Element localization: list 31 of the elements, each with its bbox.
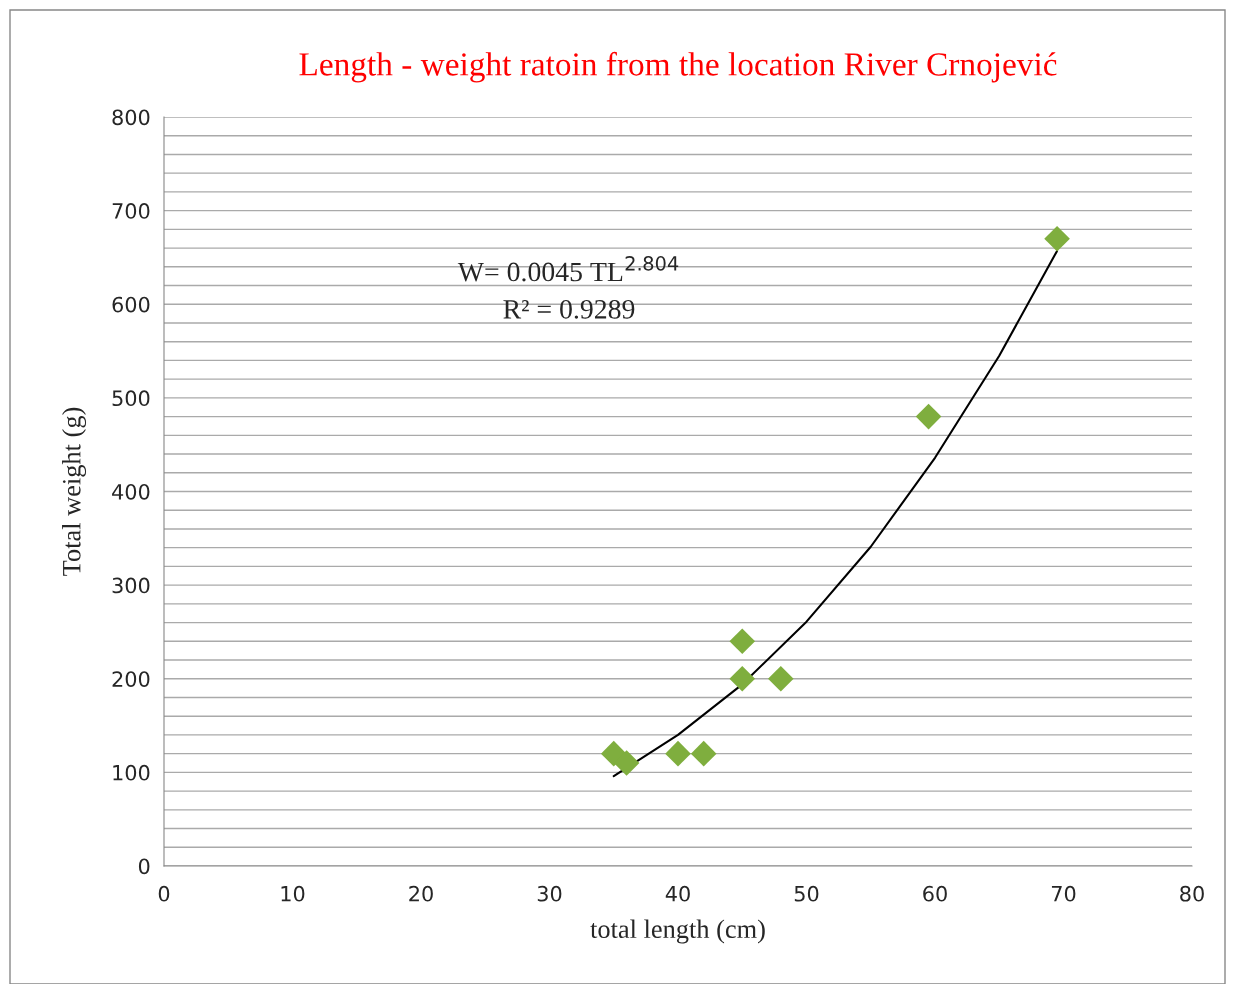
x-tick-label: 10 xyxy=(281,885,305,902)
y-tick-label: 400 xyxy=(112,483,150,500)
y-axis-title: Total weight (g) xyxy=(62,407,87,576)
point xyxy=(1044,225,1070,252)
point xyxy=(665,740,691,767)
chart-title: Length - weight ratoin from the location River Crnojević xyxy=(299,51,1057,83)
point xyxy=(613,750,640,776)
y-tick-label: 500 xyxy=(112,390,150,407)
x-tick-label: 70 xyxy=(1051,885,1076,902)
y-tick-label: 0 xyxy=(138,858,150,875)
y-tick-label: 700 xyxy=(112,203,150,219)
point xyxy=(729,665,756,692)
annotation: W= 0.0045 TL$^{2.804}$ xyxy=(457,256,679,282)
x-tick-label: 60 xyxy=(923,885,947,902)
x-tick-label: 0 xyxy=(158,885,170,902)
x-axis-title: total length (cm) xyxy=(590,919,765,944)
point xyxy=(768,665,794,692)
annotation: R² = 0.9289 xyxy=(503,299,635,319)
point xyxy=(915,403,942,430)
x-tick-label: 50 xyxy=(794,885,819,902)
y-tick-label: 800 xyxy=(112,109,150,126)
y-tick-label: 200 xyxy=(112,671,150,687)
point xyxy=(690,740,717,767)
x-tick-label: 30 xyxy=(537,885,562,902)
y-tick-label: 100 xyxy=(113,764,150,781)
y-tick-label: 600 xyxy=(112,296,150,313)
x-tick-label: 40 xyxy=(665,885,690,902)
x-tick-label: 20 xyxy=(409,885,433,902)
point xyxy=(729,628,756,655)
x-tick-label: 80 xyxy=(1180,885,1204,902)
y-tick-label: 300 xyxy=(112,577,150,594)
